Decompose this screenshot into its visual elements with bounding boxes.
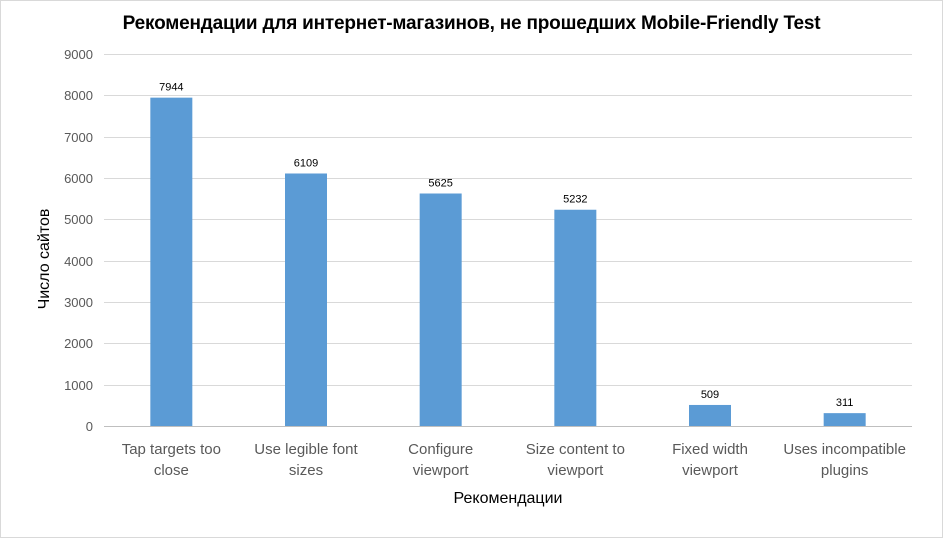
y-tick-label-5000: 5000 (64, 212, 93, 227)
chart-title: Рекомендации для интернет-магазинов, не … (122, 13, 821, 34)
category-label-line: viewport (413, 462, 470, 479)
category-label-line: Fixed width (672, 441, 748, 458)
category-label-6: Uses incompatible plugins (783, 441, 906, 479)
category-label-line: Use legible font (254, 441, 358, 458)
category-label-4: Size content to viewport (526, 441, 625, 479)
data-label-5: 509 (701, 389, 719, 401)
y-tick-label-8000: 8000 (64, 88, 93, 103)
category-label-line: viewport (682, 462, 739, 479)
category-label-2: Use legible font sizes (254, 441, 358, 479)
category-label-3: Configure viewport (408, 441, 473, 479)
bar-4[interactable] (554, 209, 597, 426)
bar-3[interactable] (419, 193, 462, 427)
data-label-2: 6109 (294, 157, 318, 169)
category-label-line: Configure (408, 441, 473, 458)
data-label-4: 5232 (563, 194, 587, 206)
bar-1[interactable] (150, 97, 193, 426)
category-label-line: sizes (289, 462, 323, 479)
y-tick-label-9000: 9000 (64, 47, 93, 62)
y-tick-label-7000: 7000 (64, 130, 93, 145)
x-axis-title: Рекомендации (453, 490, 563, 507)
category-label-1: Tap targets too close (122, 441, 221, 479)
y-tick-label-3000: 3000 (64, 295, 93, 310)
bar-5[interactable] (689, 404, 731, 426)
category-label-line: Tap targets too (122, 441, 221, 458)
category-label-line: viewport (547, 462, 604, 479)
data-label-6: 311 (836, 397, 854, 409)
y-tick-label-6000: 6000 (64, 171, 93, 186)
bar-2[interactable] (285, 173, 327, 426)
category-label-line: plugins (821, 462, 869, 479)
category-label-line: Uses incompatible (783, 441, 906, 458)
category-label-line: Size content to (526, 441, 625, 458)
category-label-line: close (154, 462, 189, 479)
y-tick-label-4000: 4000 (64, 254, 93, 269)
y-tick-label-1000: 1000 (64, 378, 93, 393)
y-tick-label-2000: 2000 (64, 336, 93, 351)
category-label-5: Fixed width viewport (672, 441, 748, 479)
bar-6[interactable] (823, 413, 866, 426)
data-label-3: 5625 (428, 178, 452, 190)
y-tick-label-0: 0 (86, 419, 93, 434)
data-label-1: 7944 (159, 82, 183, 94)
